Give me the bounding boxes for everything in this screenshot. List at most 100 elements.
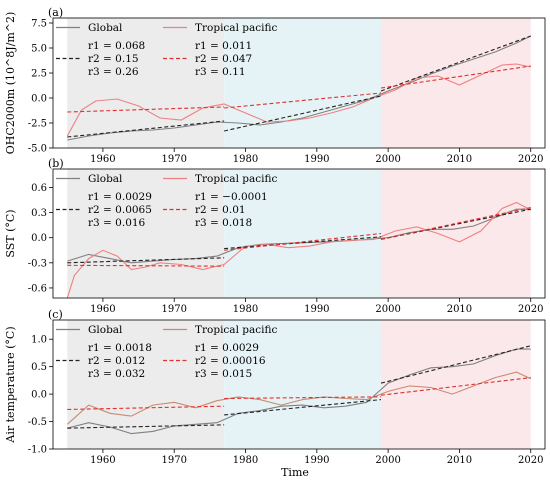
y-tick-label: -0.6: [28, 283, 47, 294]
y-tick-label: -1.0: [28, 445, 47, 456]
tropical-pacific-fit-line-2: [224, 232, 382, 251]
global-fit-line-2: [224, 95, 382, 132]
x-tick-label: 1980: [233, 455, 258, 466]
x-tick-label: 2010: [447, 154, 472, 165]
legend-r2: r2 = 0.15: [88, 53, 139, 65]
panel-label: (c): [48, 308, 63, 321]
global-fit-line-1: [67, 424, 225, 429]
x-tick-label: 1990: [304, 154, 329, 165]
y-tick-label: 0.0: [31, 94, 47, 105]
x-tick-label: 1970: [161, 154, 186, 165]
x-tick-label: 1970: [161, 455, 186, 466]
plot-frame: [52, 17, 546, 149]
tropical-pacific-fit-line-2: [224, 92, 382, 109]
y-axis-title: Air temperature (°C): [4, 326, 17, 443]
legend-r2: r2 = 0.00016: [195, 355, 266, 367]
period-shade-1: [67, 320, 225, 449]
x-axis-title: Time: [281, 466, 309, 479]
legend-r3: r3 = 0.016: [88, 217, 146, 229]
legend-r3: r3 = 0.032: [88, 368, 145, 380]
panel-label: (a): [48, 6, 63, 19]
legend-r1: r1 = 0.011: [195, 40, 252, 52]
y-tick-label: 0.0: [31, 233, 47, 244]
period-shade-2: [224, 320, 381, 449]
y-tick-label: 0.5: [31, 362, 47, 373]
legend-r1: r1 = 0.068: [88, 40, 145, 52]
y-tick-label: 2.5: [31, 69, 47, 80]
legend-r3: r3 = 0.26: [88, 66, 139, 78]
x-tick-label: 1980: [233, 154, 258, 165]
legend-r2: r2 = 0.047: [195, 53, 252, 65]
x-tick-label: 2000: [375, 455, 400, 466]
global-line: [67, 35, 531, 141]
period-shade-1: [67, 18, 225, 148]
tropical-pacific-fit-line-3: [380, 65, 531, 89]
y-tick-label: 1.0: [31, 335, 47, 346]
plot-frame: [52, 168, 546, 299]
x-tick-label: 1990: [304, 304, 329, 315]
tropical-pacific-fit-line-2: [224, 396, 382, 400]
legend-r1: r1 = 0.0029: [88, 191, 152, 203]
legend-r1: r1 = 0.0018: [88, 342, 152, 354]
x-tick-label: 2020: [518, 154, 543, 165]
legend-r1: r1 = 0.0029: [195, 342, 259, 354]
legend-r2: r2 = 0.012: [88, 355, 145, 367]
chart-panel-3: 1960 1970 1980 1990 2000 2010 2020 -1.0 -0.5 0.0 0…: [4, 308, 546, 466]
period-shade-1: [67, 169, 225, 298]
chart-panel-1: 1960 1970 1980 1990 2000 2010 2020 -5.0 -2.5 0.0 2…: [4, 6, 546, 165]
tropical-pacific-line: [66, 63, 531, 137]
y-tick-label: -0.5: [28, 417, 47, 428]
legend-r3: r3 = 0.11: [195, 66, 246, 78]
y-tick-label: 5.0: [31, 44, 47, 55]
x-tick-label: 1960: [90, 154, 115, 165]
x-tick-label: 2010: [447, 304, 472, 315]
tropical-pacific-line: [66, 201, 531, 299]
global-fit-line-2: [224, 399, 382, 416]
global-fit-line-3: [380, 35, 531, 92]
y-tick-label: -2.5: [28, 119, 47, 130]
tropical-pacific-line: [66, 371, 531, 425]
x-tick-label: 2010: [447, 455, 472, 466]
x-tick-label: 1980: [233, 304, 258, 315]
legend-series-name: Global: [88, 324, 123, 336]
legend-series-name: Tropical pacific: [195, 22, 277, 34]
legend-r1: r1 = −0.0001: [195, 191, 268, 203]
x-tick-label: 1960: [90, 304, 115, 315]
period-shade-2: [224, 18, 381, 148]
x-tick-label: 2000: [375, 154, 400, 165]
y-axis-title: SST (°C): [4, 209, 17, 257]
y-tick-label: -0.3: [28, 258, 47, 269]
tropical-pacific-fit-line-1: [67, 264, 225, 267]
y-tick-label: -5.0: [28, 144, 47, 155]
y-tick-label: 7.5: [31, 19, 47, 30]
x-tick-label: 1970: [161, 304, 186, 315]
legend-series-name: Global: [88, 22, 123, 34]
y-tick-label: 0.6: [31, 183, 47, 194]
tropical-pacific-fit-line-1: [67, 405, 225, 411]
tropical-pacific-fit-line-1: [67, 106, 225, 113]
x-tick-label: 1990: [304, 455, 329, 466]
global-fit-line-2: [224, 236, 382, 250]
global-line: [67, 348, 531, 435]
period-shade-2: [224, 169, 381, 298]
y-tick-label: 0.3: [31, 208, 47, 219]
tropical-pacific-fit-line-3: [380, 377, 531, 396]
global-fit-line-3: [380, 208, 531, 240]
legend-series-name: Tropical pacific: [195, 324, 277, 336]
period-shade-3: [381, 320, 531, 449]
x-tick-label: 2020: [518, 304, 543, 315]
chart-panel-2: 1960 1970 1980 1990 2000 2010 2020 -0.6 -0.3 0.0 0…: [4, 157, 546, 315]
legend-r2: r2 = 0.0065: [88, 204, 152, 216]
plot-frame: [52, 319, 546, 450]
y-axis-title: OHC2000m (10^8J/m^2): [4, 12, 17, 155]
legend-r2: r2 = 0.01: [195, 204, 246, 216]
global-fit-line-1: [67, 257, 225, 264]
x-tick-label: 1960: [90, 455, 115, 466]
global-fit-line-1: [67, 120, 225, 138]
period-shade-3: [381, 169, 531, 298]
x-tick-label: 2020: [518, 455, 543, 466]
legend-r3: r3 = 0.018: [195, 217, 252, 229]
panel-label: (b): [48, 157, 64, 170]
x-tick-label: 2000: [375, 304, 400, 315]
